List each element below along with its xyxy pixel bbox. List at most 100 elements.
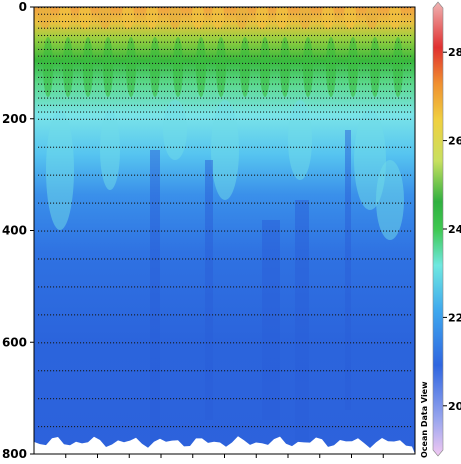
sample-dot [188,48,190,51]
sample-dot [278,69,280,71]
sample-dot [377,83,379,85]
sample-dot [38,146,40,148]
sample-dot [203,314,205,316]
sample-dot [290,118,292,120]
sample-dot [263,62,265,64]
sample-dot [122,41,124,43]
sample-dot [359,426,361,428]
sample-dot [179,69,181,71]
sample-dot [299,426,301,428]
sample-dot [398,118,400,120]
sample-dot [176,146,178,148]
sample-dot [167,258,169,260]
sample-dot [341,146,343,148]
sample-dot [272,90,274,92]
sample-dot [251,62,253,64]
sample-dot [344,202,346,204]
sample-dot [395,342,397,344]
sample-dot [86,20,88,23]
sample-dot [350,398,352,400]
sample-dot [173,230,175,232]
sample-dot [185,426,187,428]
sample-dot [317,202,319,204]
sample-dot [173,104,175,106]
sample-dot [299,7,301,9]
sample-dot [101,97,103,99]
sample-dot [215,426,217,428]
sample-dot [143,34,145,37]
sample-dot [269,7,271,9]
sample-dot [284,27,286,29]
sample-dot [59,104,61,106]
sample-dot [242,104,244,106]
sample-dot [110,7,112,9]
sample-dot [197,13,199,15]
sample-dot [110,230,112,232]
sample-dot [110,83,112,85]
sample-dot [347,48,349,51]
sample-dot [239,7,241,9]
sample-dot [98,76,100,78]
sample-dot [89,83,91,85]
sample-dot [401,230,403,232]
sample-dot [401,83,403,85]
sample-dot [161,7,163,9]
sample-dot [284,398,286,400]
sample-dot [365,69,367,71]
sample-dot [245,48,247,51]
sample-dot [356,342,358,344]
sample-dot [359,174,361,176]
sample-dot [287,13,289,15]
sample-dot [266,202,268,204]
sample-dot [44,69,46,71]
sample-dot [272,202,274,204]
sample-dot [386,41,388,43]
sample-dot [185,62,187,64]
sample-dot [302,118,304,120]
sample-dot [191,174,193,176]
sample-dot [131,55,133,57]
sample-dot [137,314,139,316]
sample-dot [212,83,214,85]
sample-dot [323,41,325,43]
sample-dot [329,83,331,85]
sample-dot [176,370,178,372]
sample-dot [272,111,274,113]
sample-dot [155,69,157,71]
sample-dot [161,342,163,344]
sample-dot [374,13,376,15]
sample-dot [152,27,154,29]
sample-dot [233,314,235,316]
sample-dot [377,27,379,29]
warm-cell [39,7,51,29]
sample-dot [122,286,124,288]
sample-dot [341,398,343,400]
sample-dot [410,370,412,372]
sample-dot [287,202,289,204]
sample-dot [128,7,130,9]
sample-dot [377,202,379,204]
sample-dot [257,90,259,92]
sample-dot [47,83,49,85]
sample-dot [215,20,217,23]
sample-dot [377,13,379,15]
sample-dot [308,146,310,148]
sample-dot [65,48,67,51]
sample-dot [230,90,232,92]
sample-dot [47,41,49,43]
sample-dot [104,97,106,99]
sample-dot [173,97,175,99]
sample-dot [71,7,73,9]
sample-dot [389,118,391,120]
sample-dot [278,62,280,64]
sample-dot [323,118,325,120]
sample-dot [257,314,259,316]
sample-dot [101,398,103,400]
sample-dot [155,286,157,288]
sample-dot [404,90,406,92]
sample-dot [185,13,187,15]
sample-dot [122,426,124,428]
sample-dot [398,370,400,372]
sample-dot [77,90,79,92]
sample-dot [92,7,94,9]
